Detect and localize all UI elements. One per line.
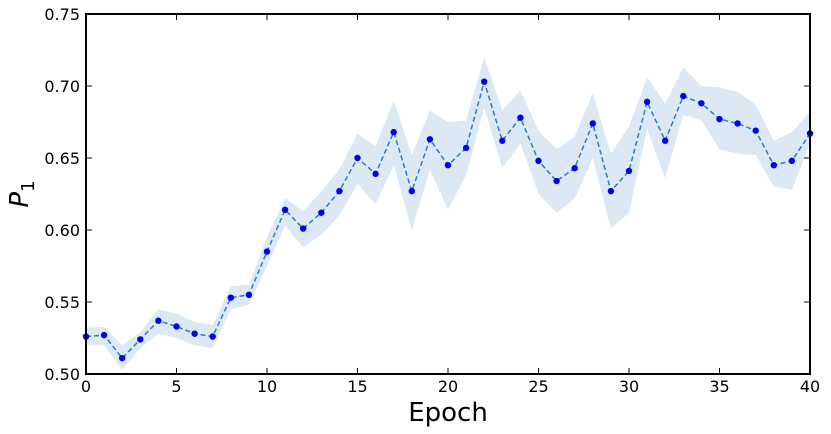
x-tick-label: 30 [619,377,639,396]
data-point [281,206,289,214]
x-axis-title: Epoch [408,398,488,428]
x-tick-label: 5 [171,377,181,396]
data-point [535,157,542,165]
data-point [426,136,434,143]
data-point [119,354,126,362]
x-tick-label: 20 [438,377,458,396]
data-point [155,317,162,324]
x-tick-label: 35 [709,377,729,396]
data-point [318,209,325,216]
x-tick-label: 15 [347,377,367,396]
x-tick-label: 10 [257,377,277,396]
data-point [173,323,180,330]
data-point [643,98,651,106]
y-tick-label: 0.50 [44,365,80,384]
y-tick-label: 0.55 [44,293,80,312]
y-tick-label: 0.60 [44,221,80,240]
data-point [191,330,198,337]
data-point [354,154,361,162]
x-tick-label: 40 [800,377,820,396]
y-axis-title-subscript: 1 [18,180,39,191]
data-point [662,137,669,144]
x-tick-label: 25 [528,377,548,396]
data-point [227,294,234,301]
data-point [372,170,379,178]
y-tick-label: 0.70 [44,77,80,96]
data-point [517,114,524,121]
data-point [607,187,615,195]
confidence-band [86,57,810,370]
data-point [788,157,796,165]
data-point [245,291,253,298]
data-point-layer [82,78,814,362]
data-point [499,137,506,144]
data-point [390,128,397,136]
data-point [571,164,578,172]
data-point [137,336,144,343]
data-point [481,78,488,85]
data-point [100,331,108,339]
data-point [300,225,307,232]
data-point [716,115,723,123]
data-point [408,187,415,195]
data-point [209,333,216,340]
data-point [444,162,452,169]
data-point [698,100,705,107]
x-tick-label: 0 [81,377,91,396]
data-point [734,120,741,127]
data-point [553,177,560,185]
data-point [336,187,343,195]
y-axis-title: P1 [5,180,39,207]
data-point [462,144,470,152]
data-point [680,92,687,100]
y-tick-label: 0.75 [44,5,80,24]
data-point [589,120,596,127]
y-axis-title-main: P [5,192,35,208]
data-point [752,127,759,134]
confidence-band-layer [86,57,810,370]
axis-ticks: 0 5 10 15 20 25 30 35 40 0.50 0.55 0.60 0.65 0.70 0.75 [44,5,820,396]
y-tick-label: 0.65 [44,149,80,168]
data-point [770,162,777,169]
data-point [263,248,271,255]
data-point [625,167,633,175]
